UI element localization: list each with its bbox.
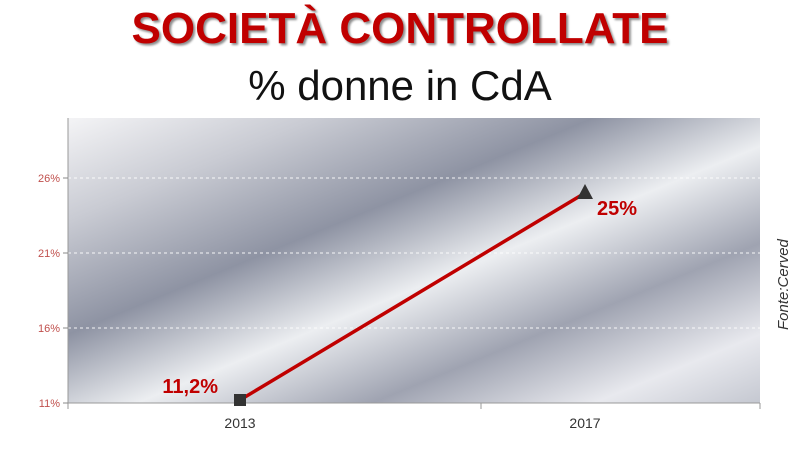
data-point-marker [577, 184, 593, 199]
data-label: 25% [597, 198, 637, 220]
chart-subtitle: % donne in CdA [248, 62, 552, 109]
plot-area [68, 118, 760, 403]
source-note: Fonte:Cerved [775, 239, 792, 330]
y-tick-label: 11% [39, 398, 60, 410]
x-tick-label: 2013 [224, 415, 255, 431]
data-point-marker [234, 394, 246, 406]
x-tick-label: 2017 [569, 415, 600, 431]
y-tick-label: 26% [38, 173, 60, 185]
data-label: 11,2% [162, 376, 218, 398]
series-line [238, 191, 587, 402]
chart-title: SOCIETÀ CONTROLLATE [131, 4, 669, 53]
y-tick-label: 21% [38, 248, 60, 260]
y-tick-label: 16% [38, 323, 60, 335]
